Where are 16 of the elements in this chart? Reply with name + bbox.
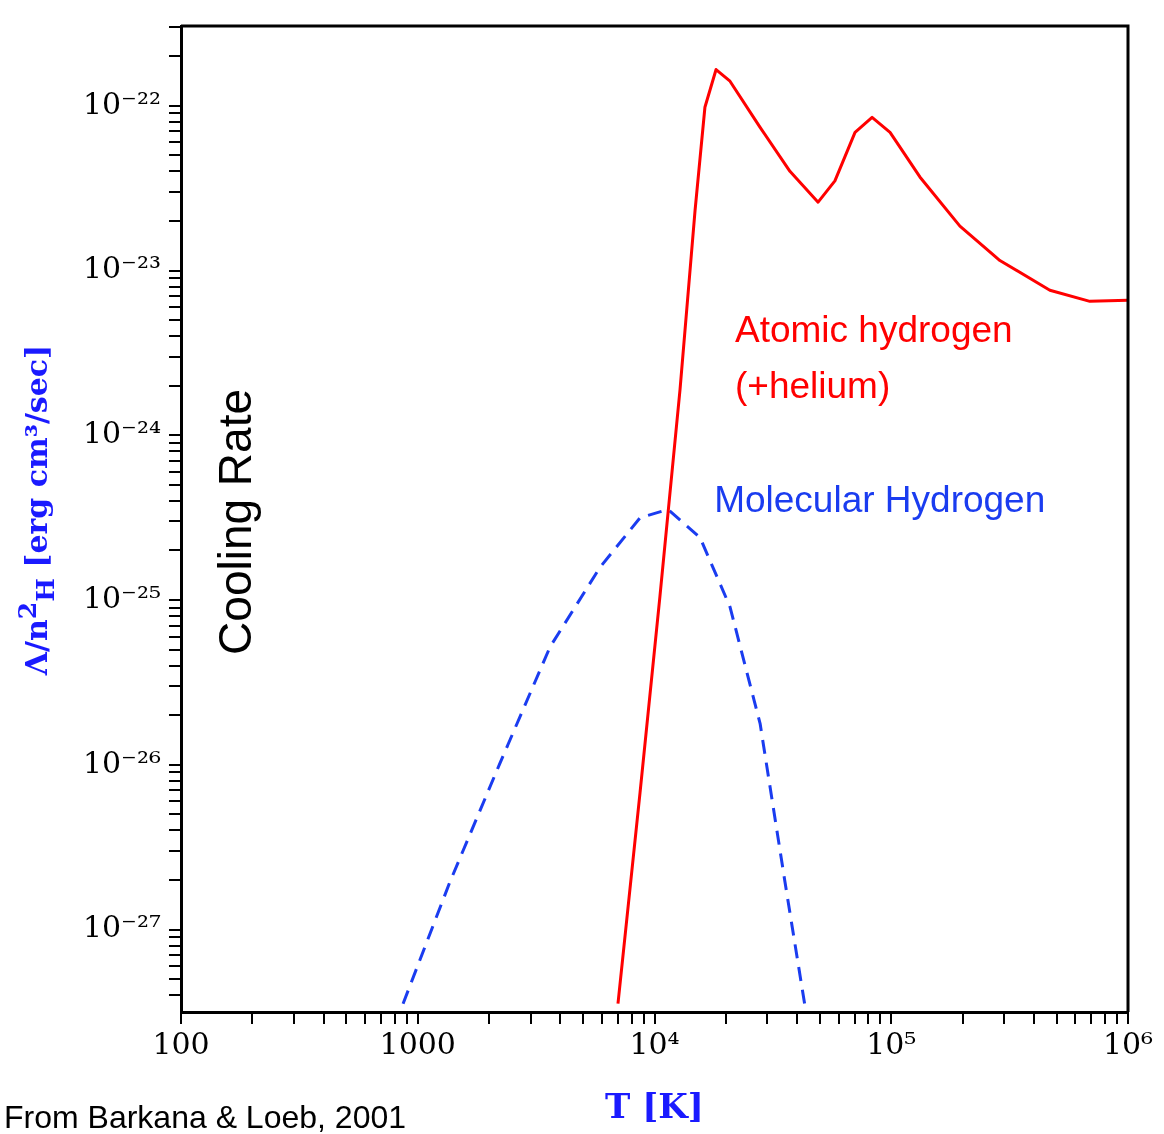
- y-tick-label: 10⁻²²: [82, 85, 161, 121]
- annotation: Cooling Rate: [208, 388, 261, 655]
- y-tick-label: 10⁻²⁴: [82, 415, 161, 451]
- y-tick-label: 10⁻²⁶: [82, 744, 161, 780]
- x-tick-label: 1000: [379, 1025, 456, 1061]
- text: From Barkana & Loeb, 2001: [4, 1099, 407, 1134]
- y-tick-label: 10⁻²⁷: [82, 909, 161, 945]
- y-tick-label: 10⁻²³: [82, 250, 161, 286]
- x-tick-label: 10⁴: [629, 1025, 680, 1061]
- series-label: Molecular Hydrogen: [714, 479, 1046, 521]
- y-tick-label: 10⁻²⁵: [82, 579, 161, 615]
- x-tick-label: 100: [152, 1025, 210, 1061]
- series-label: Atomic hydrogen (+helium): [734, 308, 1013, 406]
- x-tick-label: 10⁵: [866, 1025, 917, 1061]
- x-axis-title: T [K]: [605, 1086, 704, 1127]
- x-tick-label: 10⁶: [1102, 1025, 1154, 1061]
